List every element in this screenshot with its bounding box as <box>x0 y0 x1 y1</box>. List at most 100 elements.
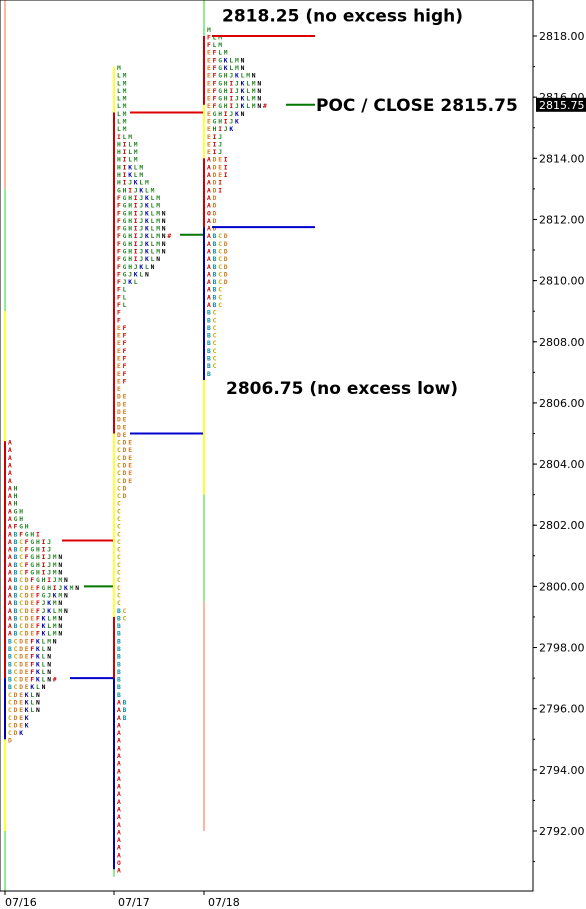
tpo-row: A <box>117 722 121 729</box>
range-bar <box>113 678 115 870</box>
x-tick-label: 07/16 <box>5 896 37 909</box>
tpo-row: A <box>117 784 121 791</box>
y-tick-label: 2796.00 <box>539 703 585 716</box>
tpo-row: F G H I J K L M N # <box>117 233 171 240</box>
session-bar-segment <box>4 0 6 189</box>
annotation-label: POC / CLOSE 2815.75 <box>316 96 518 116</box>
tpo-row: A <box>117 791 121 798</box>
tpo-row: C <box>117 600 121 607</box>
tpo-row: C <box>117 524 121 531</box>
profile-07-17: ML ML ML ML ML ML ML ML MI L MH I L MH I L MH I L MH I K L MH I K… <box>117 65 171 875</box>
current-price-badge <box>536 97 586 112</box>
tpo-row: M <box>117 65 121 72</box>
annotations: 2818.25 (no excess high) POC / CLOSE 2815… <box>222 6 518 399</box>
profile-07-18: MF L MF L ME F L ME F G K L M NE F G K L M NE F G H J K L M NE F G H I J… <box>207 27 267 378</box>
tpo-row: A <box>8 440 12 447</box>
plot-frame <box>0 0 534 892</box>
y-tick-label: 2808.00 <box>539 336 585 349</box>
date-axis: 07/16 07/17 07/18 <box>4 891 240 909</box>
tpo-row: B <box>117 661 121 668</box>
tpo-row: A <box>117 753 121 760</box>
tpo-row: A <box>117 845 121 852</box>
tpo-row: C <box>117 577 121 584</box>
tpo-row: B <box>117 646 121 653</box>
tpo-row: A <box>117 776 121 783</box>
session-bar-segment <box>4 188 6 312</box>
tpo-row: A <box>117 829 121 836</box>
tpo-row: A <box>117 807 121 814</box>
y-tick-label: 2812.00 <box>539 213 585 226</box>
range-bar <box>113 112 115 434</box>
range-bar <box>4 441 6 679</box>
tpo-row: B <box>117 654 121 661</box>
y-tick-label: 2802.00 <box>539 519 585 532</box>
range-bar <box>203 227 205 380</box>
annotation-label: 2806.75 (no excess low) <box>226 379 458 399</box>
tpo-row: A <box>117 852 121 859</box>
tpo-row: D <box>8 738 12 745</box>
range-bar <box>203 36 205 105</box>
x-tick-label: 07/18 <box>208 896 240 909</box>
range-bar <box>203 158 205 228</box>
tpo-row: C <box>117 539 121 546</box>
session-bar-segment <box>203 494 205 602</box>
